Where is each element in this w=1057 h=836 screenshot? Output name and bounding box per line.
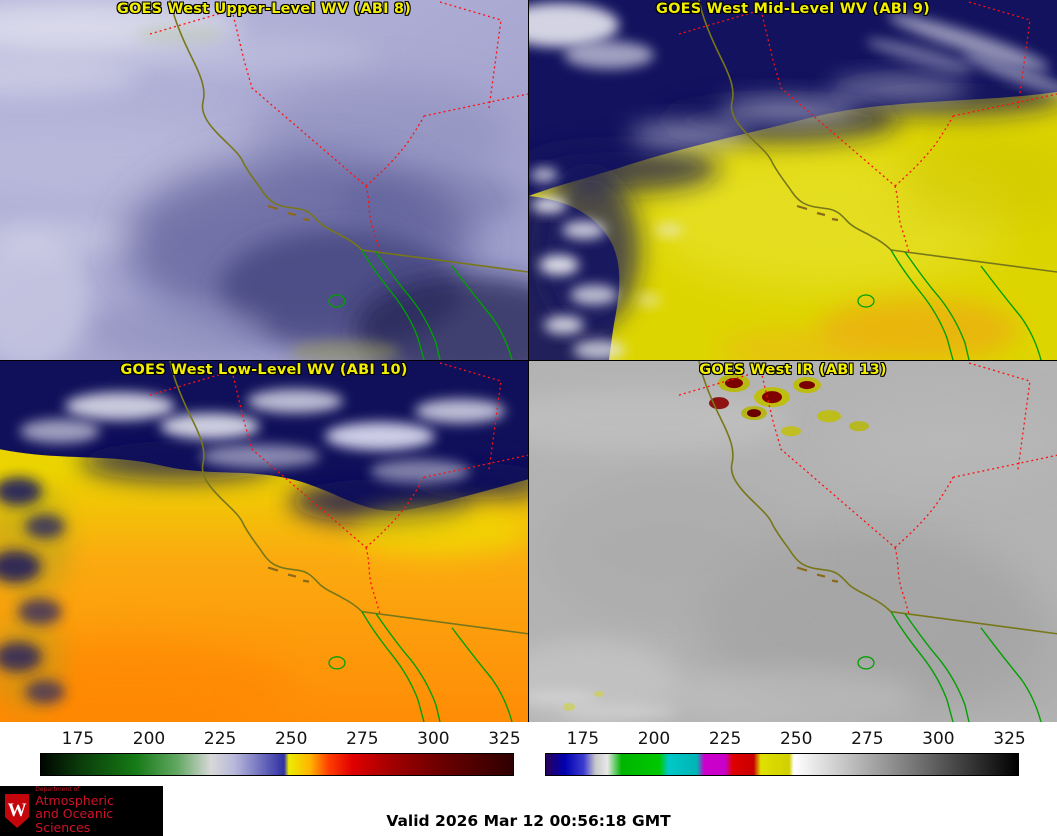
upper-level-wv-image	[0, 0, 528, 360]
tick-label: 275	[346, 729, 379, 749]
satellite-panels-grid: GOES West Upper-Level WV (ABI 8)	[0, 0, 1057, 722]
cold-cloud-top-cluster	[709, 374, 869, 437]
panel-low-level-wv: GOES West Low-Level WV (ABI 10)	[0, 361, 528, 722]
colorbar-ir-ticks: 175 200 225 250 275 300 325	[545, 726, 1026, 753]
logo-line-2: and Oceanic Sciences	[35, 806, 114, 836]
mid-level-wv-image	[529, 0, 1057, 360]
colorbar-section: 175 200 225 250 275 300 325 175 200 225 …	[0, 722, 1057, 786]
tick-label: 200	[132, 729, 166, 749]
logo-dept-line: Department of	[35, 786, 80, 794]
uw-aos-logo-text: Department of Atmospheric and Oceanic Sc…	[35, 786, 163, 836]
footer: W Department of Atmospheric and Oceanic …	[0, 786, 1057, 836]
colorbar-wv-gradient	[40, 753, 514, 776]
tick-label: 325	[488, 729, 521, 749]
low-level-wv-image	[0, 361, 528, 722]
tick-label: 300	[417, 729, 450, 749]
panel-title-low-wv: GOES West Low-Level WV (ABI 10)	[120, 362, 408, 378]
colorbar-wv: 175 200 225 250 275 300 325	[40, 726, 521, 776]
panel-upper-level-wv: GOES West Upper-Level WV (ABI 8)	[0, 0, 528, 360]
panel-title-upper-wv: GOES West Upper-Level WV (ABI 8)	[116, 1, 412, 17]
colorbar-ir-gradient	[545, 753, 1019, 776]
tick-label: 225	[708, 729, 742, 749]
uw-aos-logo: W Department of Atmospheric and Oceanic …	[0, 786, 163, 836]
tick-label: 175	[61, 729, 95, 749]
panel-mid-level-wv: GOES West Mid-Level WV (ABI 9)	[529, 0, 1057, 360]
panel-ir: GOES West IR (ABI 13)	[529, 361, 1057, 722]
tick-label: 300	[922, 729, 955, 749]
tick-label: 175	[566, 729, 600, 749]
tick-label: 325	[993, 729, 1026, 749]
tick-label: 200	[637, 729, 671, 749]
ir-image	[529, 361, 1057, 722]
valid-time-label: Valid 2026 Mar 12 00:56:18 GMT	[386, 812, 671, 830]
logo-line-1: Atmospheric	[35, 792, 114, 808]
tick-label: 275	[851, 729, 884, 749]
colorbar-ir: 175 200 225 250 275 300 325	[545, 726, 1026, 776]
panel-title-mid-wv: GOES West Mid-Level WV (ABI 9)	[655, 1, 931, 17]
tick-label: 250	[779, 729, 813, 749]
tick-label: 250	[274, 729, 308, 749]
colorbar-wv-ticks: 175 200 225 250 275 300 325	[40, 726, 521, 753]
tick-label: 225	[203, 729, 237, 749]
panel-title-ir: GOES West IR (ABI 13)	[699, 362, 887, 378]
